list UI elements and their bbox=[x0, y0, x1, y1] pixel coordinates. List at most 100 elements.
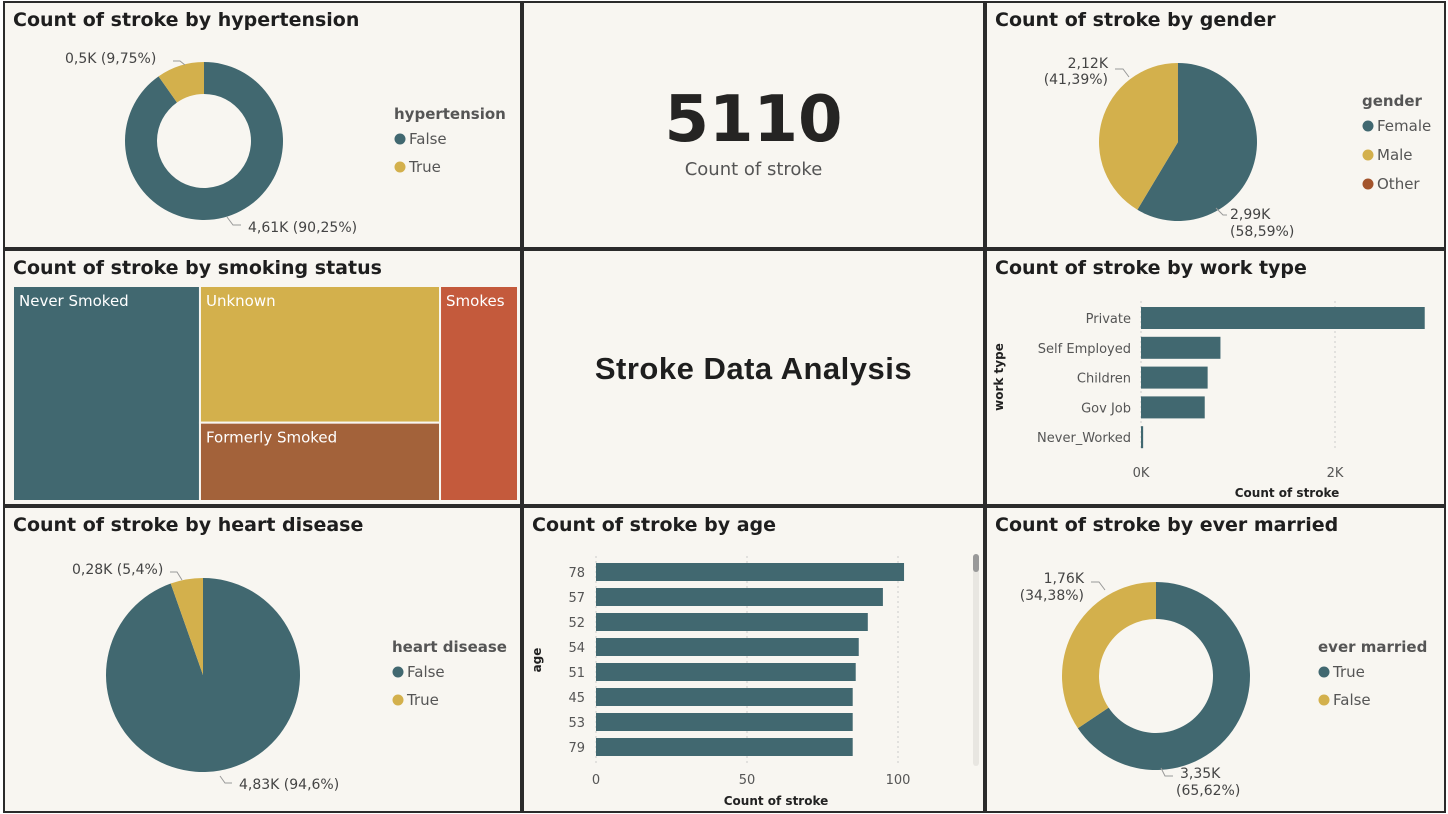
age-panel: Count of stroke by age 78 57 52 54 51 45 53 79 0… bbox=[522, 506, 985, 813]
married-legend-title: ever married bbox=[1318, 638, 1427, 656]
age-x-tick-2: 100 bbox=[886, 773, 911, 788]
main-title-panel: Stroke Data Analysis bbox=[522, 249, 985, 506]
hypertension-slice-false bbox=[125, 62, 284, 221]
age-category-label: 78 bbox=[568, 566, 585, 581]
treemap-tile-smokes bbox=[439, 285, 520, 502]
age-category-label: 51 bbox=[568, 666, 585, 681]
worktype-category-label: Never_Worked bbox=[1037, 431, 1131, 446]
worktype-x-tick-0: 0K bbox=[1133, 466, 1150, 481]
age-bar-51 bbox=[596, 663, 856, 681]
age-scrollbar-thumb[interactable] bbox=[973, 554, 979, 572]
worktype-x-tick-1: 2K bbox=[1327, 466, 1344, 481]
married-label-false-pct: (34,38%) bbox=[1020, 588, 1084, 604]
married-legend-item-true: True bbox=[1332, 663, 1365, 681]
age-category-label: 79 bbox=[568, 741, 585, 756]
age-bar-52 bbox=[596, 613, 868, 631]
smoking-title: Count of stroke by smoking status bbox=[13, 257, 382, 279]
kpi-label: Count of stroke bbox=[684, 159, 823, 180]
treemap-tile-formerly-smoked bbox=[198, 421, 442, 503]
gender-legend-marker-female bbox=[1362, 120, 1374, 132]
age-bar-79 bbox=[596, 738, 853, 756]
hypertension-legend-title: hypertension bbox=[394, 105, 506, 123]
age-x-tick-0: 0 bbox=[592, 773, 600, 788]
kpi-card: 5110 Count of stroke bbox=[522, 1, 985, 249]
hypertension-legend-item-false: False bbox=[409, 130, 447, 148]
dashboard-title: Stroke Data Analysis bbox=[594, 351, 913, 386]
worktype-bar-never-worked bbox=[1141, 426, 1144, 449]
worktype-category-label: Children bbox=[1077, 372, 1131, 387]
worktype-category-label: Gov Job bbox=[1081, 401, 1131, 416]
worktype-title: Count of stroke by work type bbox=[995, 257, 1307, 279]
smoking-treemap[interactable]: Never Smoked Unknown Formerly Smoked Smokes bbox=[5, 251, 522, 506]
age-x-axis-title: Count of stroke bbox=[724, 794, 829, 808]
heart-legend-title: heart disease bbox=[392, 638, 507, 656]
married-label-true-value: 3,35K bbox=[1180, 766, 1221, 782]
heart-panel: Count of stroke by heart disease heart d… bbox=[3, 506, 522, 813]
worktype-panel: Count of stroke by work type Private Self… bbox=[985, 249, 1446, 506]
gender-legend-item-female: Female bbox=[1377, 117, 1431, 135]
age-category-label: 54 bbox=[568, 641, 585, 656]
worktype-x-axis-title: Count of stroke bbox=[1235, 486, 1340, 500]
married-panel: Count of stroke by ever married ever mar… bbox=[985, 506, 1446, 813]
gender-legend-marker-male bbox=[1362, 149, 1374, 161]
gender-slice-female bbox=[1137, 63, 1257, 221]
heart-legend-item-true: True bbox=[406, 691, 439, 709]
worktype-bar-gov-job bbox=[1141, 396, 1205, 419]
worktype-bar-self-employed bbox=[1141, 336, 1221, 359]
age-bar-53 bbox=[596, 713, 853, 731]
age-bar-54 bbox=[596, 638, 859, 656]
worktype-bar-chart[interactable]: Private Self Employed Children Gov Job Never… bbox=[987, 251, 1446, 506]
heart-slice-true bbox=[170, 578, 203, 675]
worktype-category-label: Private bbox=[1086, 312, 1131, 327]
kpi-value: 5110 bbox=[664, 83, 843, 157]
married-donut-chart[interactable]: ever married True False 1,76K(34,38%) 3,35K(… bbox=[987, 508, 1446, 813]
gender-label-male-value: 2,12K bbox=[1068, 56, 1109, 72]
worktype-category-label: Self Employed bbox=[1038, 342, 1131, 357]
age-scrollbar[interactable] bbox=[973, 554, 979, 766]
married-legend-item-false: False bbox=[1333, 691, 1371, 709]
hypertension-legend-marker-true bbox=[394, 161, 406, 173]
heart-title: Count of stroke by heart disease bbox=[13, 514, 364, 536]
smoking-panel: Count of stroke by smoking status Never … bbox=[3, 249, 522, 506]
treemap-tile-unknown bbox=[198, 285, 442, 424]
heart-leader-false bbox=[219, 775, 232, 784]
hypertension-slice-true bbox=[158, 62, 204, 103]
treemap-label-formerly-smoked: Formerly Smoked bbox=[206, 429, 337, 447]
gender-slice-male bbox=[1099, 63, 1178, 210]
married-legend-marker-true bbox=[1318, 666, 1330, 678]
gender-pie-chart[interactable]: gender Female Male Other 2,12K(41,39%) 2,99K(… bbox=[987, 3, 1446, 249]
worktype-y-axis-title: work type bbox=[992, 343, 1006, 411]
gender-label-female-pct: (58,59%) bbox=[1230, 224, 1294, 240]
treemap-tile-never-smoked bbox=[12, 285, 201, 502]
age-bar-78 bbox=[596, 563, 905, 581]
age-category-label: 45 bbox=[568, 691, 585, 706]
heart-pie-chart[interactable]: heart disease False True 0,28K (5,4%) 4,83K … bbox=[5, 508, 522, 813]
married-leader-false bbox=[1091, 581, 1106, 591]
hypertension-leader-false bbox=[226, 216, 241, 226]
hypertension-panel: Count of stroke by hypertension hyperten… bbox=[3, 1, 522, 249]
hypertension-label-true: 0,5K (9,75%) bbox=[65, 51, 156, 67]
married-label-true-pct: (65,62%) bbox=[1176, 783, 1240, 799]
worktype-bar-children bbox=[1141, 366, 1208, 389]
treemap-label-never-smoked: Never Smoked bbox=[19, 292, 129, 310]
gender-leader-male bbox=[1115, 68, 1130, 78]
heart-legend-item-false: False bbox=[407, 663, 445, 681]
gender-panel: Count of stroke by gender gender Female Ma… bbox=[985, 1, 1446, 249]
age-y-axis-title: age bbox=[530, 648, 544, 673]
gender-title: Count of stroke by gender bbox=[995, 9, 1276, 31]
worktype-bar-private bbox=[1141, 307, 1425, 329]
heart-legend-marker-true bbox=[392, 694, 404, 706]
age-bar-chart[interactable]: 78 57 52 54 51 45 53 79 0 50 100 Count of stroke age bbox=[524, 508, 985, 813]
heart-label-false: 4,83K (94,6%) bbox=[239, 777, 339, 793]
hypertension-leader-true bbox=[173, 60, 186, 66]
hypertension-title: Count of stroke by hypertension bbox=[13, 9, 360, 31]
gender-label-female-value: 2,99K bbox=[1230, 207, 1271, 223]
heart-legend-marker-false bbox=[392, 666, 404, 678]
gender-leader-female bbox=[1215, 207, 1227, 216]
married-slice-false bbox=[1062, 582, 1156, 729]
age-category-label: 57 bbox=[568, 591, 585, 606]
hypertension-donut-chart[interactable]: hypertension False True 0,5K (9,75%) 4,61K (… bbox=[5, 3, 522, 249]
hypertension-legend-item-true: True bbox=[408, 158, 441, 176]
gender-legend-item-male: Male bbox=[1377, 146, 1413, 164]
married-leader-true bbox=[1160, 767, 1173, 777]
